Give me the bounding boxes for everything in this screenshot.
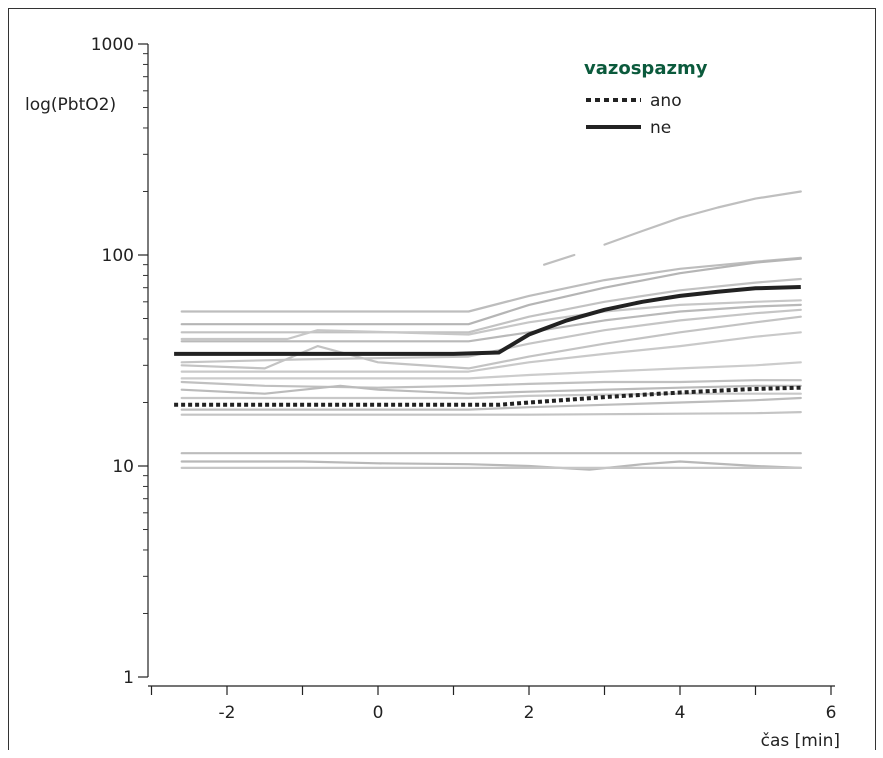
individual-patient-lines xyxy=(180,190,802,471)
x-tick-label: 0 xyxy=(373,703,384,723)
legend-label-ne: ne xyxy=(650,118,671,138)
y-axis-label: log(PbtO2) xyxy=(25,95,116,115)
x-tick-label: 4 xyxy=(675,703,686,723)
x-tick-label: 2 xyxy=(524,703,535,723)
individual-line-14 xyxy=(180,392,802,400)
individual-line-16 xyxy=(180,411,802,416)
individual-line-3 xyxy=(180,256,802,313)
individual-line-11 xyxy=(180,361,802,380)
individual-line-7 xyxy=(180,303,802,343)
series-line-ne xyxy=(174,285,801,356)
individual-line-10 xyxy=(180,331,802,373)
x-axis-label: čas [min] xyxy=(761,731,840,751)
individual-line-1 xyxy=(543,253,576,266)
legend: vazospazmy ano ne xyxy=(584,58,708,138)
individual-line-9 xyxy=(180,315,802,370)
individual-line-13 xyxy=(180,384,802,395)
individual-line-5 xyxy=(180,277,802,334)
x-tick-label: -2 xyxy=(219,703,236,723)
group-mean-lines xyxy=(174,285,801,407)
x-tick-label: 6 xyxy=(826,703,837,723)
figure-frame xyxy=(8,8,876,750)
legend-label-ano: ano xyxy=(650,91,682,111)
individual-line-2 xyxy=(603,190,802,246)
legend-title: vazospazmy xyxy=(584,58,708,79)
y-tick-label: 1 xyxy=(123,668,134,688)
individual-line-15 xyxy=(180,396,802,411)
individual-line-8 xyxy=(180,308,802,364)
y-tick-label: 1000 xyxy=(91,35,134,55)
individual-line-12 xyxy=(180,379,802,389)
y-tick-label: 10 xyxy=(112,457,134,477)
individual-line-6 xyxy=(180,299,802,341)
series-line-ano xyxy=(174,385,801,407)
y-axis-ticks: 1 10 100 1000 xyxy=(91,35,148,688)
y-tick-label: 100 xyxy=(102,246,134,266)
x-axis-ticks: -2 0 2 4 6 xyxy=(150,686,837,723)
individual-line-4 xyxy=(180,257,802,326)
